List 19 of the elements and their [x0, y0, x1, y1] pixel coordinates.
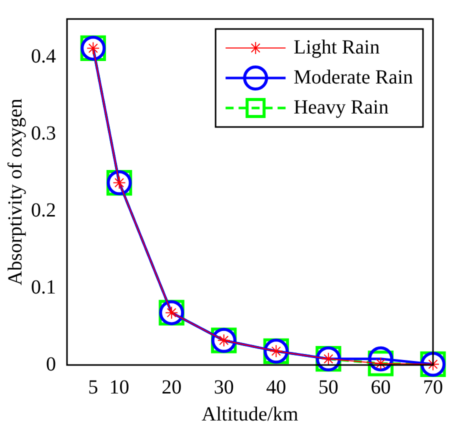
x-axis-title: Altitude/km — [202, 403, 299, 426]
x-tick-label: 10 — [109, 376, 130, 398]
point — [368, 346, 394, 372]
x-tick-label: 40 — [266, 376, 286, 398]
legend-label: Heavy Rain — [294, 96, 389, 118]
x-tick-label: 70 — [423, 376, 443, 398]
y-tick-label: 0.4 — [31, 46, 56, 68]
y-tick-label: 0 — [46, 353, 56, 376]
y-tick-label: 0.2 — [31, 199, 56, 222]
y-tick-label: 0.1 — [31, 276, 56, 298]
x-tick-label: 30 — [214, 376, 234, 398]
legend-label: Light Rain — [294, 36, 380, 58]
x-tick-label: 60 — [370, 376, 391, 398]
y-tick-label: 0.3 — [31, 122, 56, 145]
y-axis-title: Absorptivity of oxygen — [4, 98, 26, 286]
legend-label: Moderate Rain — [294, 66, 413, 88]
x-tick-label: 50 — [318, 376, 338, 398]
x-tick-label: 5 — [88, 376, 98, 398]
x-tick-label: 20 — [162, 376, 182, 398]
